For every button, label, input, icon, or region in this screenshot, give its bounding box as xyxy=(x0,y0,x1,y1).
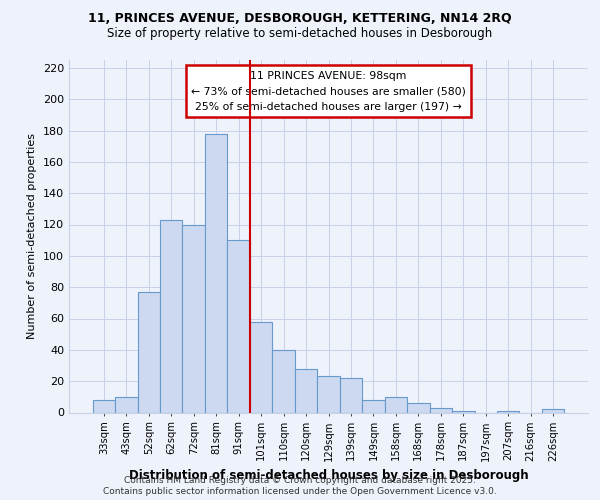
Bar xyxy=(137,292,160,412)
Y-axis label: Number of semi-detached properties: Number of semi-detached properties xyxy=(28,133,37,339)
Bar xyxy=(227,240,250,412)
Bar xyxy=(340,378,362,412)
Bar xyxy=(272,350,295,412)
Bar xyxy=(205,134,227,412)
X-axis label: Distribution of semi-detached houses by size in Desborough: Distribution of semi-detached houses by … xyxy=(128,469,529,482)
Bar xyxy=(497,411,520,412)
Bar xyxy=(317,376,340,412)
Bar xyxy=(160,220,182,412)
Bar xyxy=(92,400,115,412)
Bar xyxy=(407,403,430,412)
Bar xyxy=(250,322,272,412)
Text: 11, PRINCES AVENUE, DESBOROUGH, KETTERING, NN14 2RQ: 11, PRINCES AVENUE, DESBOROUGH, KETTERIN… xyxy=(88,12,512,26)
Bar xyxy=(182,224,205,412)
Bar xyxy=(542,410,565,412)
Text: Contains public sector information licensed under the Open Government Licence v3: Contains public sector information licen… xyxy=(103,487,497,496)
Text: Contains HM Land Registry data © Crown copyright and database right 2025.: Contains HM Land Registry data © Crown c… xyxy=(124,476,476,485)
Bar xyxy=(295,368,317,412)
Text: 11 PRINCES AVENUE: 98sqm
← 73% of semi-detached houses are smaller (580)
25% of : 11 PRINCES AVENUE: 98sqm ← 73% of semi-d… xyxy=(191,70,466,112)
Bar xyxy=(430,408,452,412)
Text: Size of property relative to semi-detached houses in Desborough: Size of property relative to semi-detach… xyxy=(107,28,493,40)
Bar xyxy=(362,400,385,412)
Bar xyxy=(452,411,475,412)
Bar xyxy=(385,397,407,412)
Bar xyxy=(115,397,137,412)
